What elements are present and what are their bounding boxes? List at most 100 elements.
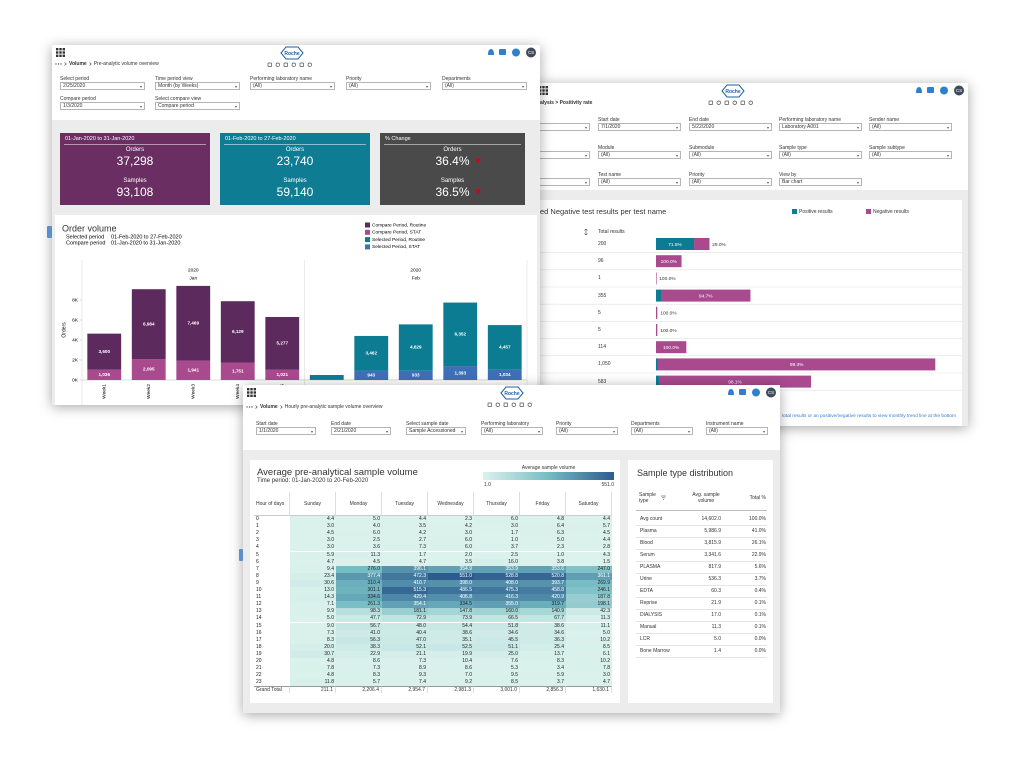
hour-label: 1: [254, 523, 290, 531]
heatmap-cell: 6.4: [520, 523, 566, 531]
kpi-period: 01-Jan-2020 to 31-Jan-2020: [65, 136, 135, 142]
heatmap-cell: 4.5: [290, 530, 336, 538]
filter-label: Sample subtype: [869, 145, 905, 151]
bar-segment: [265, 369, 300, 380]
filter-dropdown[interactable]: 5/22/2020: [689, 123, 772, 131]
chart-title: ed Negative test results per test name: [540, 207, 667, 216]
graphic: [661, 495, 666, 500]
dot: [60, 63, 62, 65]
toolbar-icon: [307, 62, 312, 67]
kpi-divider: [64, 144, 206, 145]
heatmap-cell: 416.3: [474, 594, 520, 602]
filter-dropdown[interactable]: Compare period: [155, 102, 240, 110]
heatmap-cell: 5.3: [474, 665, 520, 673]
breadcrumb-section[interactable]: Volume: [260, 404, 278, 410]
filter-dropdown[interactable]: (All): [779, 151, 862, 159]
filter-dropdown[interactable]: 2/21/2020: [331, 427, 391, 435]
dot: [248, 406, 251, 408]
negative-label: 100.0%: [660, 311, 677, 317]
heatmap-cell: 334.6: [336, 594, 382, 602]
negative-bar: [657, 358, 936, 371]
toolbar-icon: [299, 62, 304, 67]
heatmap-cell: 9.2: [428, 679, 474, 687]
column-header: Sample type: [639, 492, 656, 504]
heatmap-cell: 38.6: [520, 622, 566, 630]
filter-dropdown[interactable]: (All): [250, 82, 335, 90]
side-tab[interactable]: [47, 226, 52, 238]
filter-dropdown[interactable]: Bar chart: [779, 178, 862, 186]
footnote: total results or an positive/negative re…: [781, 414, 956, 419]
heatmap-cell: 8.5: [566, 643, 612, 651]
sample-type: Avg count: [640, 516, 663, 522]
filter-dropdown[interactable]: 1/3/2020: [60, 102, 145, 110]
filter-dropdown[interactable]: (All): [631, 427, 693, 435]
filter-dropdown[interactable]: (All): [556, 427, 618, 435]
heatmap-cell: 408.0: [474, 579, 520, 587]
trend-down: [474, 158, 481, 164]
toolbar-icon: [724, 100, 729, 105]
filter-dropdown[interactable]: (All): [598, 151, 681, 159]
negative-bar: [656, 341, 687, 354]
negative-label: 98.1%: [728, 379, 742, 385]
heatmap-cell: 10.2: [566, 658, 612, 666]
hour-label: 11: [254, 594, 290, 602]
negative-bar: [661, 289, 751, 302]
filter-dropdown[interactable]: (All): [689, 151, 772, 159]
positive-bar: [656, 238, 695, 250]
heatmap-cell: 247.0: [566, 565, 612, 573]
filter-label: Instrument name: [706, 421, 744, 427]
header-divider: [636, 510, 767, 511]
heatmap-cell: 7.3: [382, 658, 428, 666]
bar-value-label: 1,751: [232, 368, 244, 373]
filter-dropdown[interactable]: (All): [869, 151, 952, 159]
graphic: 71.5% 29.0% 100.0% 100.0% 94.7% 100.0% 100.0% 1…: [540, 228, 962, 391]
bar-value-label: 933: [412, 373, 420, 378]
filter-dropdown[interactable]: (All): [346, 82, 431, 90]
bar-value-label: 1,034: [499, 372, 511, 377]
filter-label: Priority: [346, 76, 362, 82]
app-grid-dot: [542, 86, 545, 89]
bar-segment: [309, 375, 344, 379]
heatmap-cell: 23.4: [290, 572, 336, 580]
legend-title: Average sample volume: [521, 465, 576, 471]
chevron: [255, 405, 258, 409]
kpi-value: 23,740: [276, 154, 314, 168]
filter-dropdown[interactable]: Month (by Weeks): [155, 82, 240, 90]
kpi-card: 01-Feb-2020 to 27-Feb-2020 Orders 23,740 Sa…: [220, 133, 370, 205]
heatmap-cell: 2.5: [336, 537, 382, 545]
filter-dropdown[interactable]: (All): [706, 427, 768, 435]
filter-dropdown[interactable]: 1/1/2020: [256, 427, 316, 435]
filter-dropdown[interactable]: (All): [598, 178, 681, 186]
heatmap-cell: 261.3: [336, 601, 382, 609]
breadcrumb: Volume Hourly pre-analytic sample volume …: [246, 404, 383, 410]
total-results: 200: [598, 241, 607, 247]
filter-dropdown[interactable]: (All): [689, 178, 772, 186]
sample-type: Plasma: [640, 528, 657, 534]
filter-dropdown[interactable]: (All): [442, 82, 527, 90]
breadcrumb-menu[interactable]: [246, 404, 253, 410]
breadcrumb-section[interactable]: Volume: [69, 61, 87, 67]
avg-volume: 5,986.9: [704, 528, 721, 534]
toolbar-icon: [708, 100, 713, 105]
kpi-label: Samples: [123, 178, 147, 184]
filter-dropdown[interactable]: (All): [869, 123, 952, 131]
heatmap-cell: 354.9: [428, 565, 474, 573]
filter-label: Priority: [556, 421, 572, 427]
filter-dropdown[interactable]: 2/25/2020: [60, 82, 145, 90]
negative-bar: [656, 272, 657, 285]
filter-dropdown[interactable]: (All): [481, 427, 543, 435]
filter-label: Start date: [598, 117, 620, 123]
heatmap-cell: 4.5: [336, 558, 382, 566]
bar-segment: [265, 317, 300, 370]
filter-label: Select period: [60, 76, 90, 82]
filter-dropdown[interactable]: Laboratory A001: [779, 123, 862, 131]
filter-dropdown[interactable]: 7/1/2020: [598, 123, 681, 131]
total-percent: 3.7%: [754, 576, 766, 582]
heatmap-cell: 5.0: [336, 516, 382, 524]
breadcrumb-menu[interactable]: [55, 61, 62, 67]
total-results: 1: [598, 275, 601, 282]
side-tab[interactable]: [239, 549, 243, 561]
heatmap-cell: 2.3: [428, 516, 474, 524]
filter-dropdown[interactable]: Sample Accessioned: [406, 427, 466, 435]
